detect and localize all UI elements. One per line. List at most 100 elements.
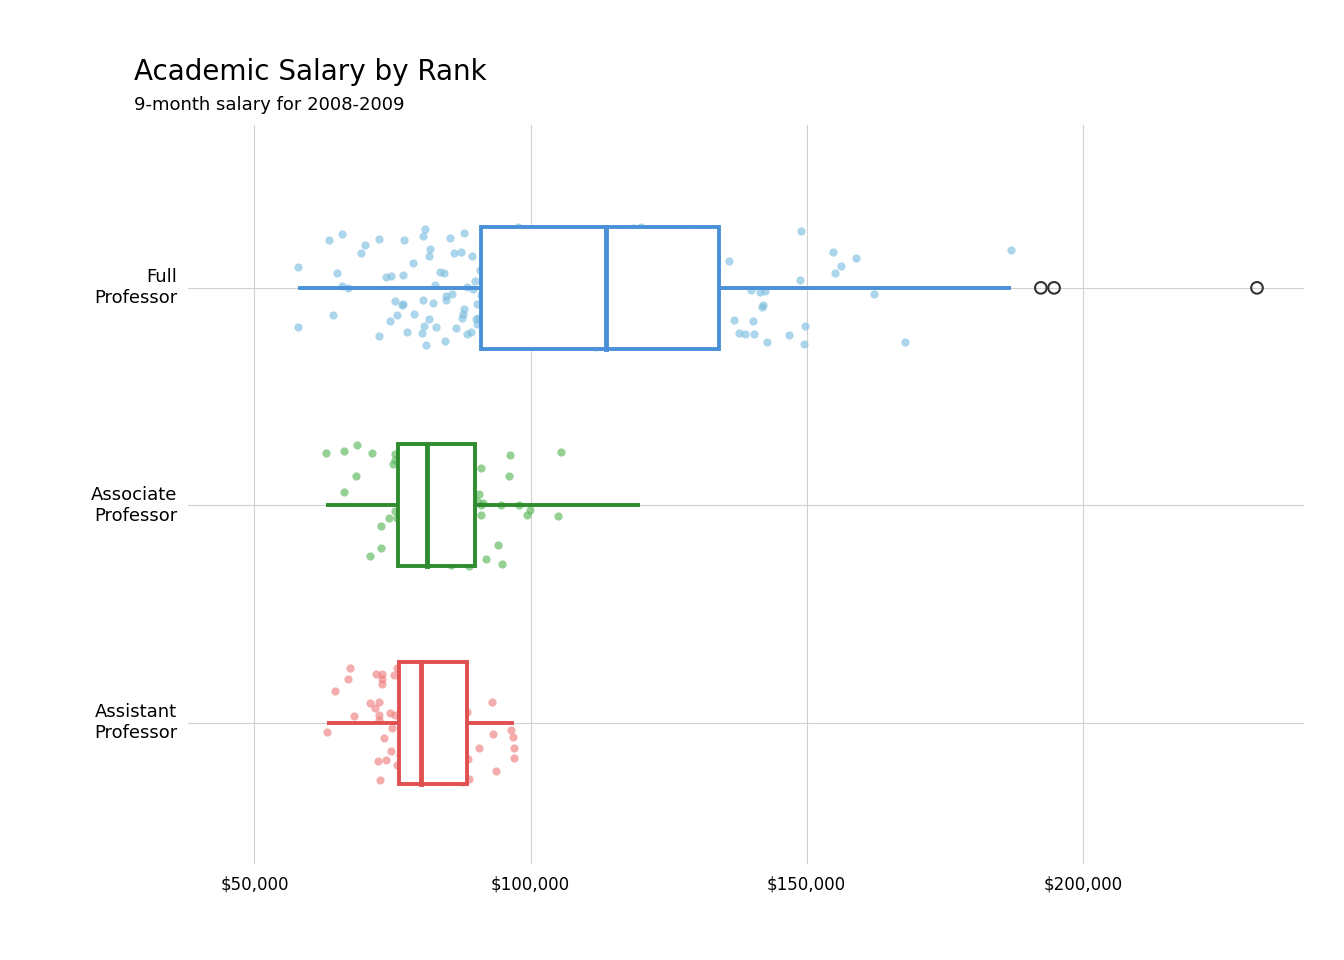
Point: [403, 255, 425, 271]
Point: [462, 281, 484, 297]
Point: [491, 274, 512, 289]
Point: [524, 228, 546, 244]
Point: [478, 234, 500, 250]
Point: [664, 324, 685, 340]
Point: [644, 310, 665, 325]
Point: [442, 487, 464, 502]
Point: [454, 225, 476, 240]
Point: [402, 482, 423, 497]
Point: [453, 775, 474, 790]
Point: [794, 319, 816, 334]
Point: [610, 224, 632, 239]
Point: [429, 487, 450, 502]
Point: [702, 277, 723, 293]
Point: [456, 544, 477, 560]
Point: [368, 754, 390, 769]
Point: [422, 515, 444, 530]
Point: [523, 234, 544, 250]
Point: [585, 310, 606, 325]
Point: [453, 306, 474, 322]
Point: [527, 269, 548, 284]
Point: [368, 708, 390, 723]
Point: [505, 281, 527, 297]
Point: [407, 543, 429, 559]
Point: [372, 677, 394, 692]
Point: [555, 327, 577, 343]
Point: [429, 755, 450, 770]
Point: [349, 246, 371, 261]
Point: [415, 338, 437, 353]
Point: [621, 325, 642, 341]
Point: [638, 226, 660, 241]
Point: [500, 336, 521, 351]
Point: [585, 339, 606, 354]
Point: [484, 323, 505, 338]
Point: [392, 267, 414, 282]
Point: [395, 749, 417, 764]
Point: [863, 287, 884, 302]
Point: [485, 245, 507, 260]
Point: [491, 497, 512, 513]
Point: [534, 301, 555, 317]
Point: [660, 259, 681, 275]
Point: [314, 445, 336, 461]
Point: [418, 765, 439, 780]
Point: [641, 276, 663, 292]
Point: [503, 276, 524, 291]
Point: [664, 248, 685, 263]
Point: [790, 223, 812, 238]
Point: [642, 239, 664, 254]
Point: [703, 339, 724, 354]
Point: [586, 323, 607, 338]
Point: [391, 298, 413, 313]
Point: [681, 331, 703, 347]
Point: [668, 291, 689, 306]
Point: [564, 319, 586, 334]
Point: [653, 324, 675, 340]
Point: [485, 263, 507, 278]
Point: [419, 516, 441, 532]
Point: [505, 285, 527, 300]
Point: [392, 296, 414, 311]
Point: [550, 444, 571, 460]
Point: [595, 250, 617, 265]
Point: [550, 299, 571, 314]
Point: [728, 325, 750, 341]
Point: [379, 313, 401, 328]
Point: [481, 694, 503, 709]
Point: [481, 291, 503, 306]
Point: [384, 708, 406, 723]
Point: [556, 299, 578, 314]
Point: [743, 326, 765, 342]
Bar: [398, 444, 476, 566]
Point: [360, 445, 382, 461]
Point: [319, 232, 340, 248]
Point: [821, 244, 843, 259]
Point: [482, 726, 504, 741]
Point: [468, 740, 489, 756]
Point: [460, 324, 481, 340]
Point: [602, 325, 624, 341]
Point: [538, 320, 559, 335]
Point: [536, 259, 558, 275]
Point: [457, 751, 478, 766]
Point: [368, 694, 390, 709]
Point: [435, 292, 457, 307]
Point: [316, 725, 337, 740]
Point: [409, 503, 430, 518]
Point: [660, 315, 681, 330]
Point: [595, 254, 617, 270]
Point: [478, 263, 500, 278]
Point: [535, 308, 556, 324]
Point: [648, 313, 669, 328]
Point: [504, 740, 526, 756]
Point: [370, 517, 391, 533]
Point: [476, 265, 497, 280]
Point: [364, 666, 386, 682]
Point: [333, 444, 355, 459]
Point: [396, 324, 418, 340]
Point: [618, 256, 640, 272]
Point: [501, 285, 523, 300]
Point: [573, 266, 594, 281]
Point: [425, 472, 446, 488]
